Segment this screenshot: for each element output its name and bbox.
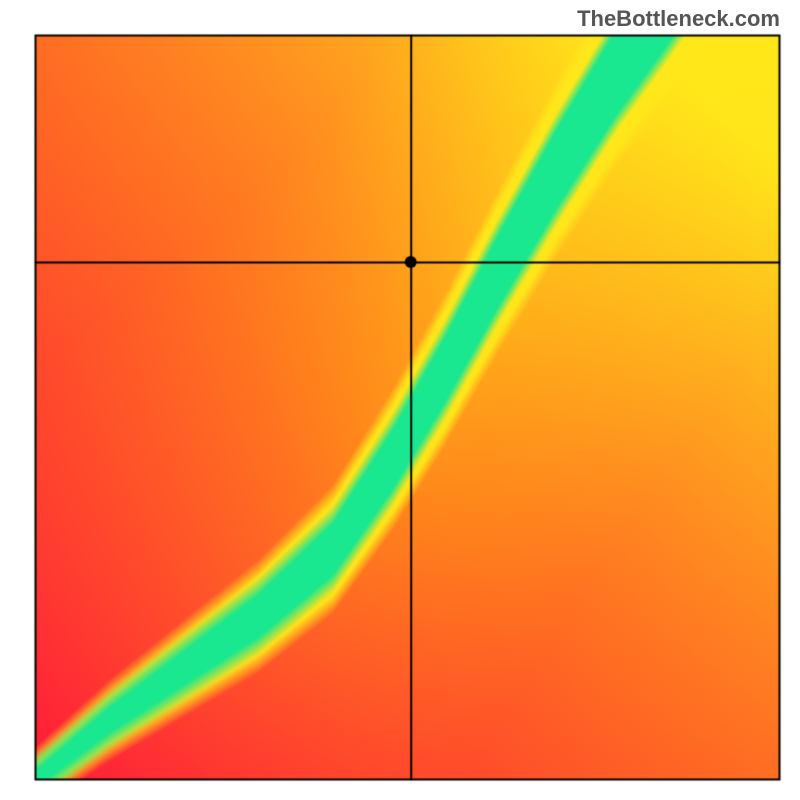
chart-container: TheBottleneck.com: [0, 0, 800, 800]
bottleneck-heatmap: [0, 0, 800, 800]
watermark-text: TheBottleneck.com: [577, 6, 780, 32]
